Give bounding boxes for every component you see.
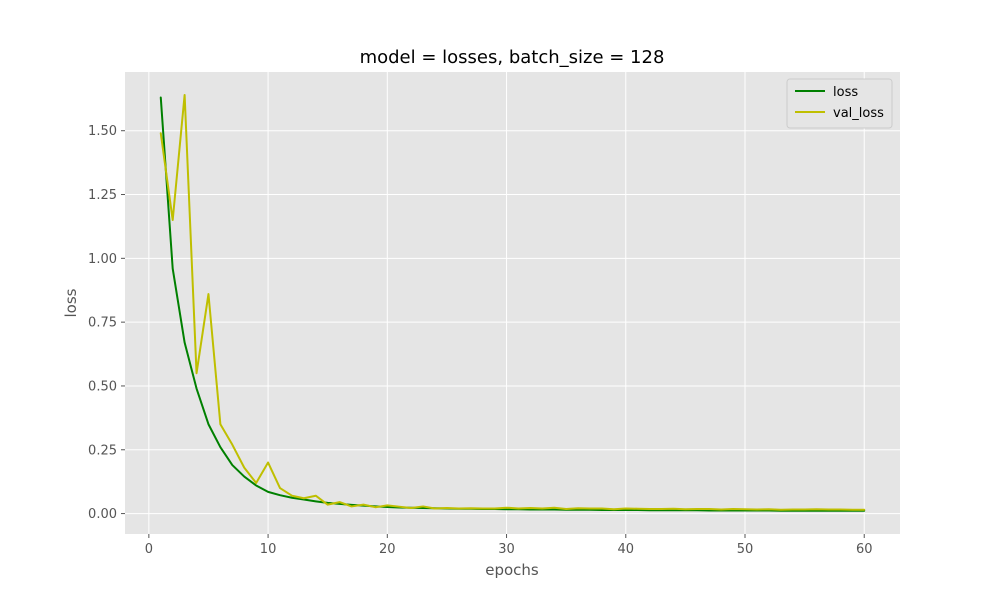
y-tick-label: 1.25 [88,188,117,203]
x-axis-title: epochs [485,561,539,579]
y-tick-label: 1.00 [88,252,117,267]
x-tick-label: 0 [145,542,153,557]
plot-background [125,72,900,534]
y-tick-label: 0.00 [88,507,117,522]
legend: loss val_loss [786,78,893,129]
y-axis-title: loss [62,288,80,317]
y-tick-label: 0.25 [88,443,117,458]
legend-label-val-loss: val_loss [833,106,884,121]
x-tick-label: 40 [617,542,634,557]
x-tick-label: 10 [260,542,277,557]
y-tick-label: 0.75 [88,316,117,331]
tick-layer: 0 10 20 30 40 50 60 0.00 0.25 0.50 0.75 1.00 1.25 1.5… [88,124,872,557]
legend-label-loss: loss [833,85,858,100]
series-line-val-loss [159,93,866,511]
y-tick-label: 0.50 [88,379,117,394]
series-line-loss [159,96,866,512]
series-layer [159,93,866,512]
x-tick-label: 50 [737,542,754,557]
x-tick-label: 60 [856,542,873,557]
x-tick-label: 30 [498,542,515,557]
grid-layer [125,72,900,534]
y-tick-label: 1.50 [88,124,117,139]
chart-title: model = losses, batch_size = 128 [360,47,665,68]
x-tick-label: 20 [379,542,396,557]
